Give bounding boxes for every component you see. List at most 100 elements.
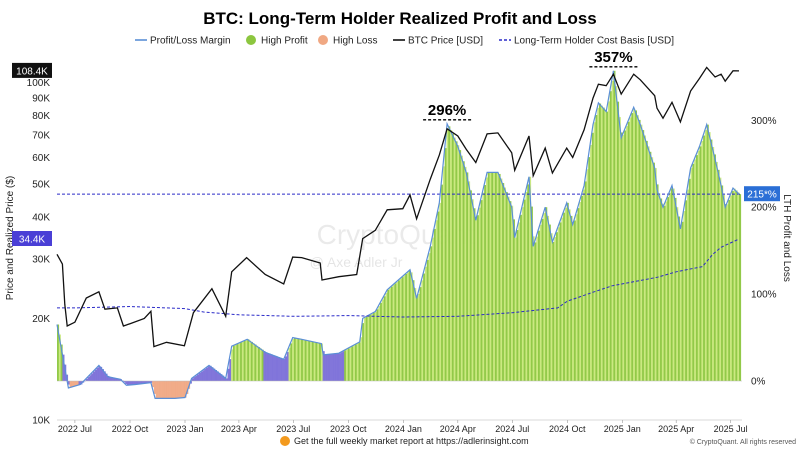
margin-bar <box>480 200 483 381</box>
margin-bar <box>636 115 639 381</box>
margin-bar <box>333 353 336 381</box>
margin-bar <box>620 132 623 381</box>
margin-badge-label: 215*% <box>747 190 777 201</box>
margin-bar <box>546 215 550 381</box>
margin-bar <box>735 190 738 381</box>
margin-bar <box>324 354 327 381</box>
margin-bar <box>688 178 691 381</box>
margin-bar <box>331 353 334 381</box>
margin-bar <box>100 366 103 381</box>
margin-bar <box>202 370 205 381</box>
price-badge-label: 34.4K <box>19 235 45 246</box>
margin-bar <box>450 130 453 381</box>
margin-bar <box>441 184 444 381</box>
margin-bar <box>275 356 279 381</box>
margin-bar <box>667 197 670 381</box>
margin-bar <box>647 146 650 381</box>
margin-bar <box>457 145 460 381</box>
left-tick-label: 60K <box>32 153 50 164</box>
margin-bar <box>254 344 257 381</box>
margin-bar <box>135 381 139 385</box>
margin-bar <box>681 221 684 381</box>
margin-bar <box>631 113 634 381</box>
margin-bar <box>96 367 99 381</box>
margin-bar <box>685 200 688 381</box>
watermark-author: @ Axe Adler Jr <box>310 254 403 270</box>
margin-bar <box>116 378 119 381</box>
footer-text: Get the full weekly market report at htt… <box>294 436 529 446</box>
left-tick-label: 70K <box>32 131 50 142</box>
margin-bar <box>426 259 429 381</box>
cost-basis-line <box>57 238 740 318</box>
margin-bar <box>159 381 162 399</box>
margin-bar <box>710 139 713 381</box>
margin-bar <box>198 373 201 381</box>
margin-bar <box>494 172 498 381</box>
margin-bar <box>550 233 553 381</box>
margin-bar <box>182 381 185 398</box>
margin-bar <box>238 343 241 381</box>
margin-bar <box>247 339 250 381</box>
margin-bar <box>444 148 447 381</box>
margin-bar <box>530 206 533 381</box>
price-badge <box>12 231 52 246</box>
margin-bar <box>459 150 462 381</box>
margin-bar <box>437 211 440 381</box>
margin-bar <box>640 124 643 381</box>
margin-bar <box>390 286 393 381</box>
margin-bar <box>211 367 214 381</box>
margin-bar <box>559 222 562 381</box>
margin-bar <box>739 194 742 381</box>
margin-bar <box>173 381 176 399</box>
x-tick-label: 2025 Apr <box>658 424 694 434</box>
margin-bar <box>717 169 720 381</box>
margin-bar <box>91 373 94 381</box>
margin-bar <box>582 189 585 381</box>
margin-bar <box>195 375 198 381</box>
margin-bar <box>570 215 573 381</box>
margin-bar <box>561 217 564 381</box>
margin-bar <box>297 338 300 381</box>
margin-bar <box>442 166 445 381</box>
margin-bar <box>365 316 368 381</box>
margin-bar <box>651 157 654 381</box>
margin-bar <box>396 281 399 381</box>
margin-bar <box>281 358 284 381</box>
margin-bar <box>401 277 404 381</box>
margin-bar <box>419 287 422 381</box>
chart-title: BTC: Long-Term Holder Realized Profit an… <box>203 9 597 28</box>
margin-bar <box>193 377 196 381</box>
margin-bar <box>336 353 340 381</box>
margin-bar <box>469 190 472 381</box>
margin-bar <box>697 150 700 381</box>
margin-bar <box>737 192 740 381</box>
margin-bar <box>521 207 524 381</box>
margin-bar <box>536 236 539 381</box>
margin-bar <box>520 214 523 381</box>
margin-bar <box>516 230 519 381</box>
x-tick-label: 2024 Jul <box>495 424 529 434</box>
right-tick-label: 0% <box>751 377 766 388</box>
margin-bar <box>372 312 375 381</box>
margin-bar <box>656 184 659 381</box>
margin-bar <box>179 381 182 399</box>
margin-bar <box>496 172 499 381</box>
left-tick-label: 100K <box>27 78 51 89</box>
margin-bar <box>371 313 374 381</box>
margin-bar <box>162 381 165 399</box>
margin-bar <box>222 375 225 381</box>
margin-bar <box>249 340 252 381</box>
margin-bar <box>706 124 709 381</box>
margin-bars <box>57 70 742 399</box>
margin-bar <box>466 172 469 381</box>
margin-bar <box>292 339 295 381</box>
margin-bar <box>460 155 463 381</box>
margin-bar <box>489 172 492 381</box>
margin-bar <box>724 204 727 381</box>
margin-bar <box>74 381 78 387</box>
margin-bar <box>586 169 589 381</box>
margin-bar <box>345 349 349 381</box>
margin-bar <box>214 370 218 381</box>
margin-bar <box>599 103 602 381</box>
